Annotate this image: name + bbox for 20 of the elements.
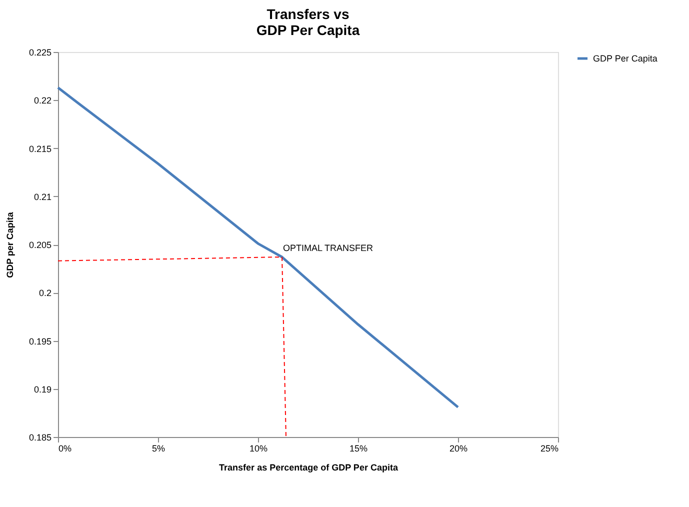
- y-tick-label: 0.19: [34, 384, 52, 394]
- y-tick-label: 0.225: [28, 48, 52, 58]
- y-tick-label: 0.185: [28, 432, 52, 442]
- y-axis-title: GDP per Capita: [4, 211, 15, 278]
- x-tick-label: 0%: [58, 444, 72, 454]
- x-tick-label: 10%: [249, 444, 268, 454]
- annotation: OPTIMAL TRANSFER: [283, 243, 374, 254]
- x-tick-label: 20%: [449, 444, 468, 454]
- chart-title: Transfers vs GDP Per Capita: [256, 6, 360, 38]
- legend-label: GDP Per Capita: [593, 54, 658, 64]
- y-tick-label: 0.21: [34, 192, 52, 202]
- y-tick-label: 0.2: [38, 288, 52, 298]
- y-tick-label: 0.205: [28, 240, 52, 250]
- y-tick-label: 0.215: [28, 144, 52, 154]
- x-axis-title: Transfer as Percentage of GDP Per Capita: [219, 462, 399, 472]
- x-tick-label: 25%: [540, 444, 558, 454]
- x-tick-label: 15%: [349, 444, 368, 454]
- y-tick-label: 0.22: [34, 96, 52, 106]
- y-tick-label: 0.195: [28, 336, 52, 346]
- x-tick-label: 5%: [152, 444, 166, 454]
